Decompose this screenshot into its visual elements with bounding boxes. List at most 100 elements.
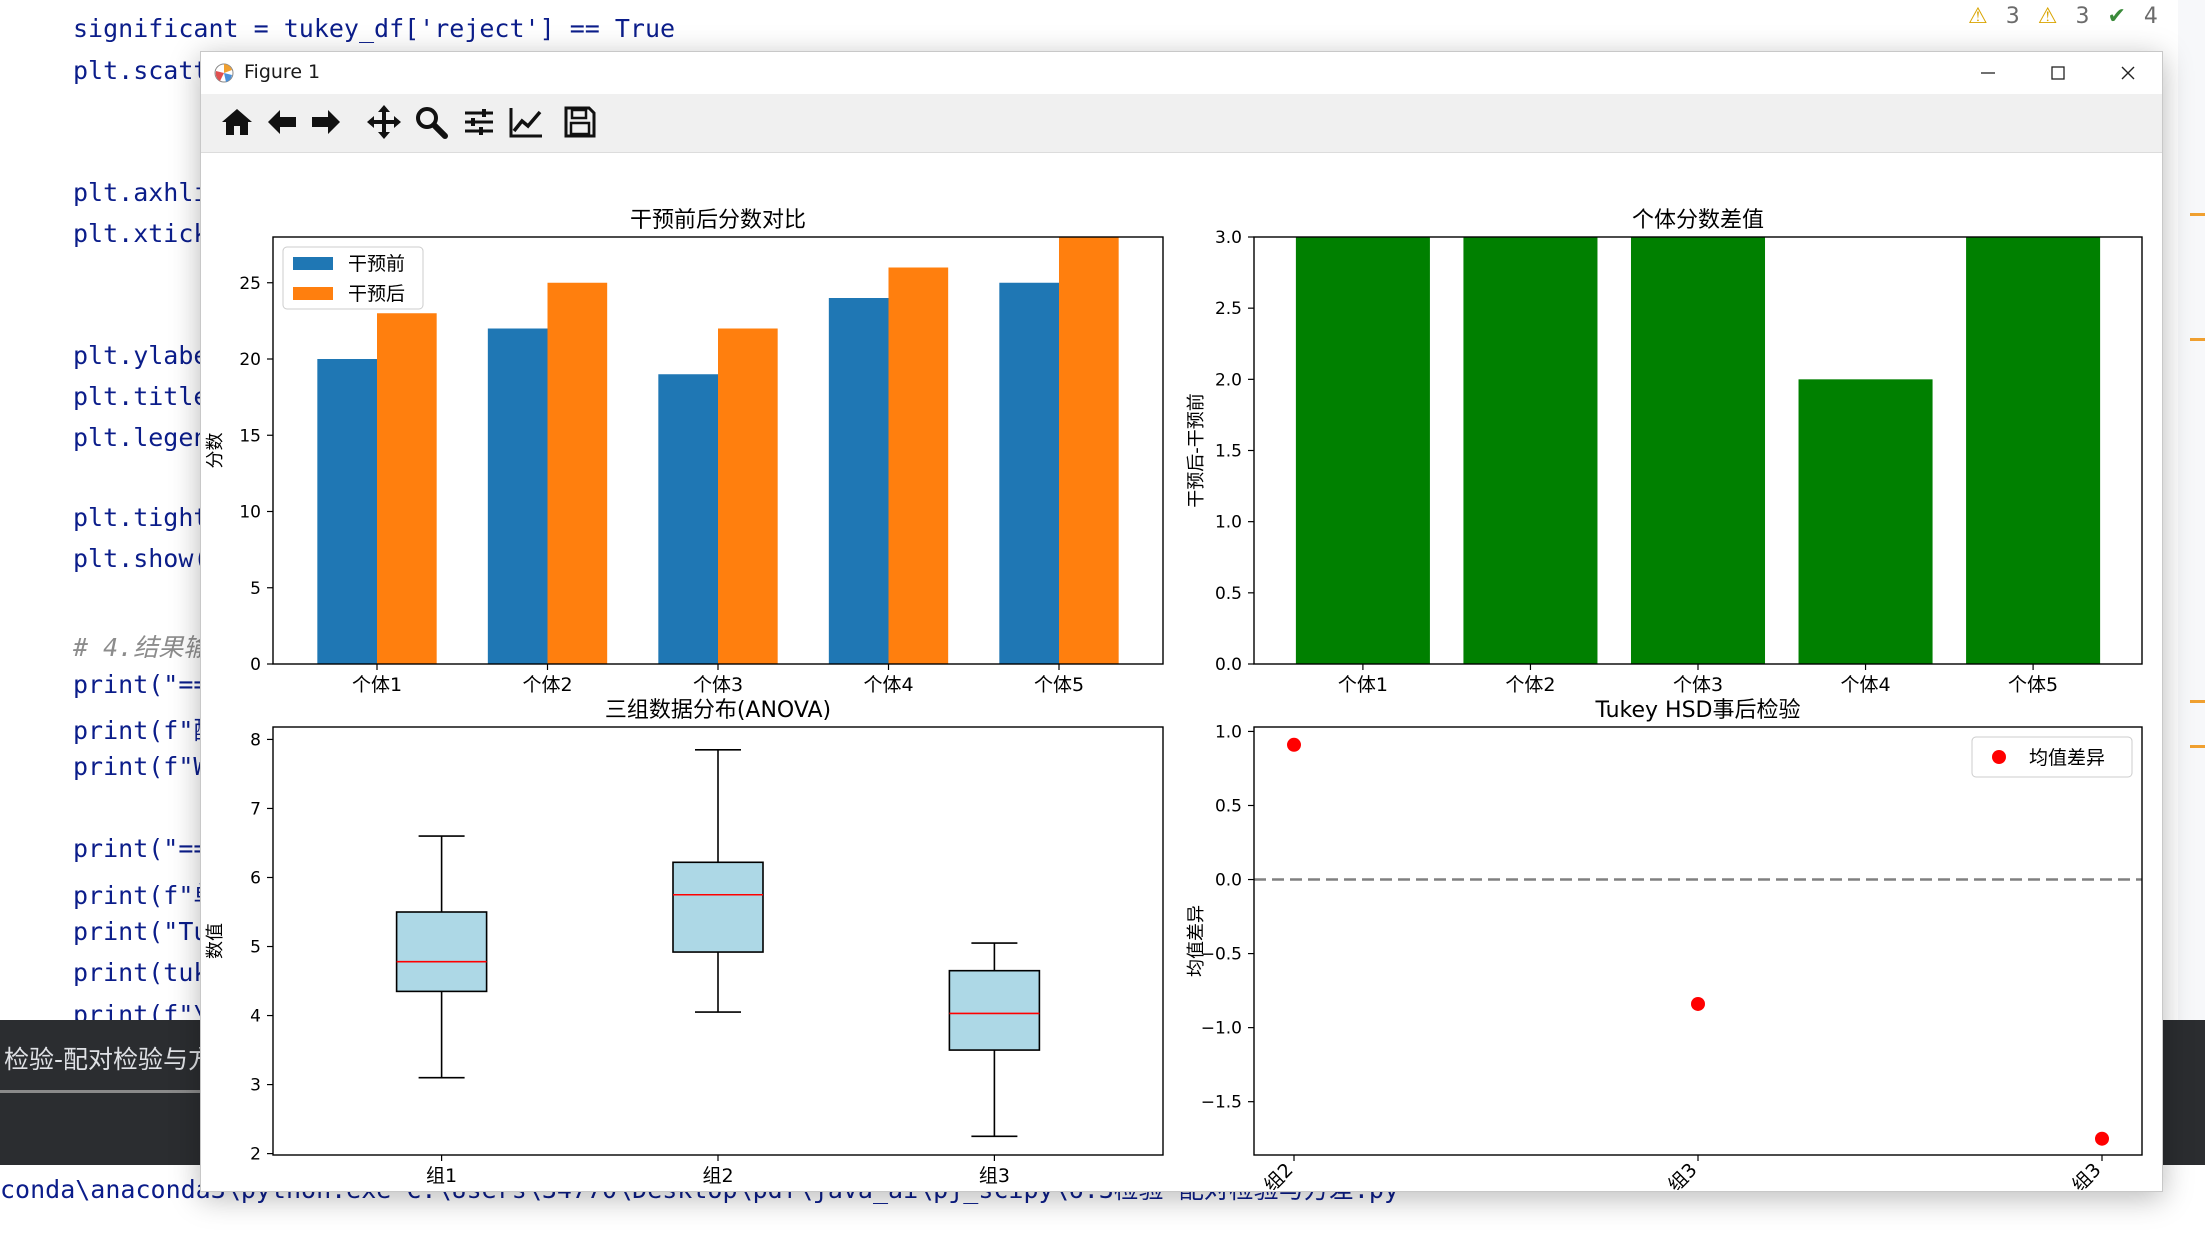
scatter-point [2095,1131,2109,1146]
y-tick-label: 0.5 [1215,584,1242,604]
axes-frame [1253,726,2143,1156]
arrow-right-icon [312,110,340,134]
code-line[interactable]: print("== [73,670,209,699]
y-tick-label: 0.0 [1215,871,1242,891]
code-line[interactable]: plt.scatt [73,56,209,85]
x-tick-label: 组3 [979,1165,1010,1187]
x-tick-label: 个体1 [352,674,402,696]
y-tick-label: 1.0 [1215,722,1242,742]
x-tick-label: 个体4 [863,674,913,696]
code-line[interactable]: plt.ylabe [73,341,209,370]
minimize-button[interactable] [1953,52,2023,94]
home-button[interactable] [217,102,257,142]
configure-button[interactable] [459,102,499,142]
y-tick-label: 8 [250,730,261,750]
back-button[interactable] [262,102,302,142]
y-tick-label: −1.0 [1201,1019,1242,1039]
x-tick-label: 个体4 [1841,674,1891,696]
chart-edit-icon [509,108,542,138]
code-line[interactable]: print(f"W [73,752,209,781]
code-line[interactable]: plt.title [73,382,209,411]
home-icon [222,109,252,135]
y-axis-label: 数值 [205,923,226,959]
code-line[interactable]: plt.legen [73,423,209,452]
bar-after [547,282,608,664]
code-line[interactable]: print("Tu [73,917,209,946]
x-tick-label: 组2 vs 组3 [2023,1159,2106,1190]
x-tick-label: 个体2 [522,674,572,696]
inspection-widget[interactable]: ⚠3 ⚠3 ✔4 ⌃ [1968,4,2194,29]
bar-after [377,313,437,664]
axes-title: 三组数据分布(ANOVA) [605,698,831,723]
edit-axes-button[interactable] [506,102,546,142]
code-line[interactable]: plt.tight [73,503,209,532]
bar-before [999,282,1059,664]
code-line[interactable]: significant = tukey_df['reject'] == True [73,14,676,43]
weak-warning-count: 3 [2075,4,2090,29]
arrow-left-icon [268,110,296,134]
bar-after [1058,237,1119,664]
pan-button[interactable] [364,102,404,142]
close-button[interactable] [2093,52,2163,94]
x-tick-label: 个体3 [1673,674,1723,696]
x-tick-label: 个体3 [693,674,743,696]
window-titlebar[interactable]: Figure 1 [201,52,2162,94]
maximize-button[interactable] [2023,52,2093,94]
typo-count: 4 [2143,4,2158,29]
code-line[interactable]: print(tuk [73,958,209,987]
code-line[interactable]: # 4.结果输 [73,633,209,662]
y-tick-label: 0.0 [1215,655,1242,675]
y-tick-label: 1.0 [1215,513,1242,533]
code-line[interactable]: print("== [73,834,209,863]
x-tick-label: 个体5 [1034,674,1084,696]
close-icon [2121,66,2135,80]
stripe-marker [2190,338,2205,341]
zoom-button[interactable] [411,102,451,142]
code-line[interactable]: print(f"配 [73,716,219,745]
axes-title: Tukey HSD事后检验 [1595,698,1801,723]
bar-before [487,328,548,664]
y-tick-label: 5 [250,579,261,599]
bar-difference [1798,379,1933,664]
y-tick-label: −1.5 [1201,1093,1242,1113]
x-tick-label: 组1 vs 组3 [1619,1159,1702,1190]
x-tick-label: 组1 vs 组2 [1215,1159,1298,1190]
save-icon [564,106,596,138]
bar-difference [1966,237,2101,664]
box [672,861,764,953]
x-tick-label: 个体2 [1505,674,1555,696]
y-tick-label: 3 [250,1076,261,1096]
legend-label: 均值差异 [2029,747,2105,769]
forward-button[interactable] [306,102,346,142]
bar-after [888,267,949,664]
zoom-icon [416,107,448,139]
bar-before [828,298,889,664]
axes-frame [272,726,1164,1156]
code-line[interactable]: print(f"单 [73,881,219,910]
scatter-point [1287,737,1301,752]
x-tick-label: 组2 [702,1165,733,1187]
legend-swatch [293,257,333,270]
check-icon: ✔ [2107,4,2126,29]
axes-background [1254,727,2142,1155]
legend-label: 干预前 [348,253,405,275]
y-tick-label: 2.0 [1215,370,1242,390]
code-line[interactable]: plt.axhli [73,178,209,207]
sliders-icon [465,109,493,135]
move-icon [367,105,401,139]
y-tick-label: 2 [250,1145,261,1165]
code-line[interactable]: plt.show( [73,544,209,573]
bar-after [718,328,778,664]
run-tab[interactable]: 检验-配对检验与方差 [0,1030,243,1093]
y-tick-label: 3.0 [1215,228,1242,248]
minimize-icon [1981,72,1995,74]
y-axis-label: 干预后-干预前 [1186,393,1207,508]
y-axis-label: 分数 [205,433,226,469]
save-button[interactable] [560,102,600,142]
y-tick-label: 15 [239,426,261,446]
code-line[interactable]: plt.xtick [73,219,209,248]
y-tick-label: 2.5 [1215,299,1242,319]
legend-label: 干预后 [348,283,405,305]
warning-count: 3 [2005,4,2020,29]
